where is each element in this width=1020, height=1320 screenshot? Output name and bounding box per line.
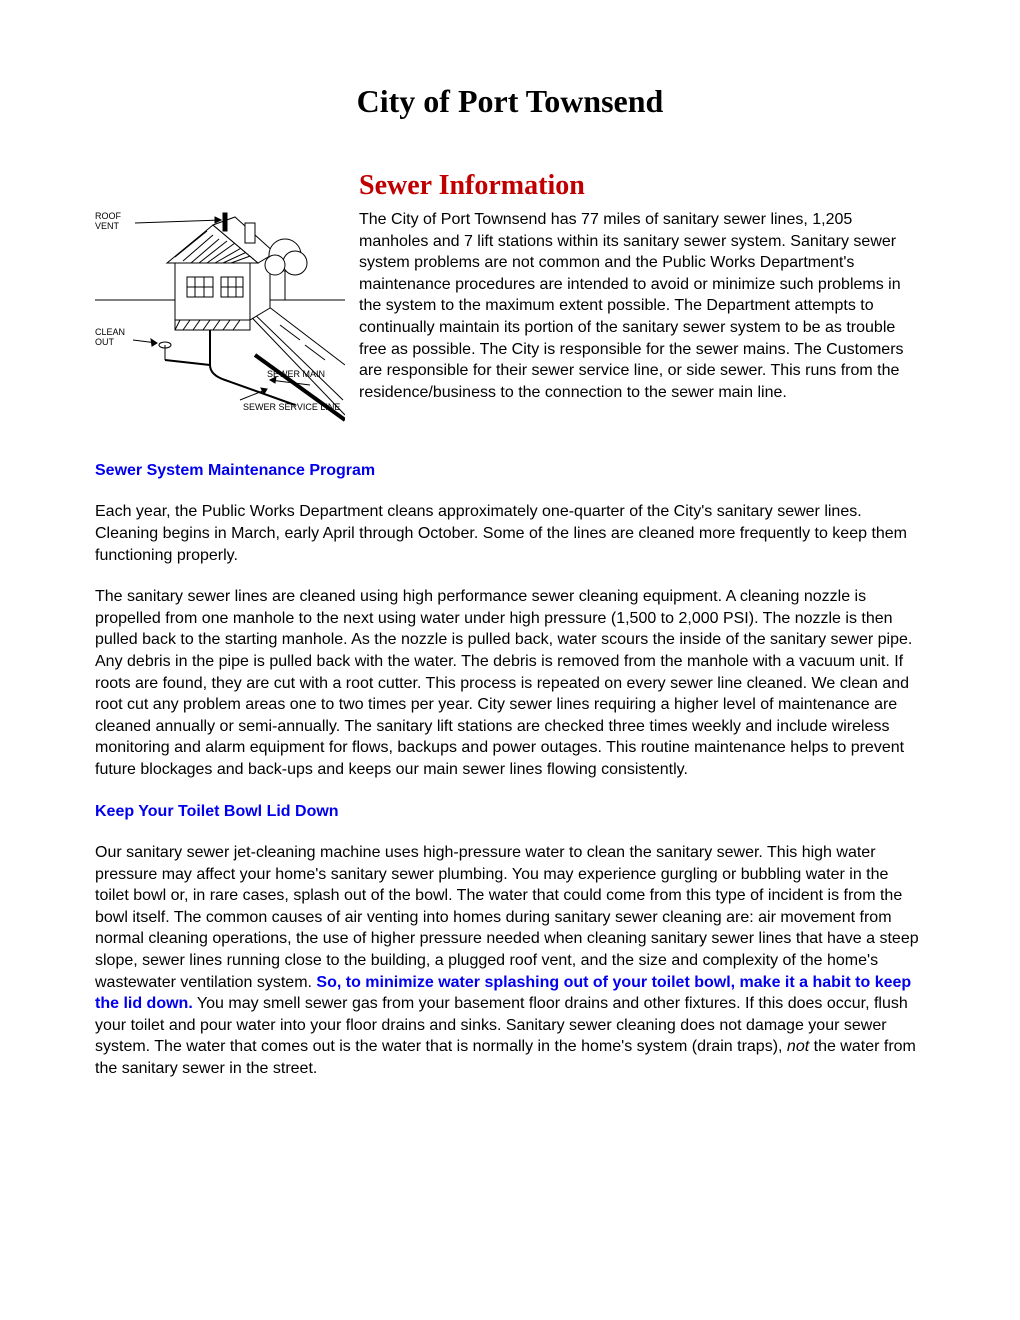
section-title: Sewer Information [359,167,925,205]
intro-text-column: Sewer Information The City of Port Towns… [359,167,925,403]
diagram-label-sewer-main: SEWER MAIN [267,369,325,379]
intro-row: ROOF VENT CLEAN OUT SEWER MAIN SEWER SER… [95,167,925,432]
sewer-diagram: ROOF VENT CLEAN OUT SEWER MAIN SEWER SER… [95,205,345,432]
maintenance-para-2: The sanitary sewer lines are cleaned usi… [95,586,925,780]
subheading-maintenance: Sewer System Maintenance Program [95,460,925,482]
diagram-label-service-line: SEWER SERVICE LINE [243,402,340,412]
diagram-label-roof-vent: ROOF [95,211,122,221]
page-title: City of Port Townsend [95,80,925,123]
maintenance-para-1: Each year, the Public Works Department c… [95,501,925,566]
diagram-label-clean-out: CLEAN [95,327,125,337]
toilet-lid-italic: not [787,1038,809,1055]
svg-text:VENT: VENT [95,221,120,231]
toilet-lid-text-2a: You may smell sewer gas from your baseme… [95,995,908,1055]
intro-paragraph: The City of Port Townsend has 77 miles o… [359,209,925,403]
toilet-lid-paragraph: Our sanitary sewer jet-cleaning machine … [95,842,925,1080]
toilet-lid-text-1: Our sanitary sewer jet-cleaning machine … [95,844,919,991]
subheading-toilet-lid: Keep Your Toilet Bowl Lid Down [95,801,925,823]
svg-text:OUT: OUT [95,337,115,347]
